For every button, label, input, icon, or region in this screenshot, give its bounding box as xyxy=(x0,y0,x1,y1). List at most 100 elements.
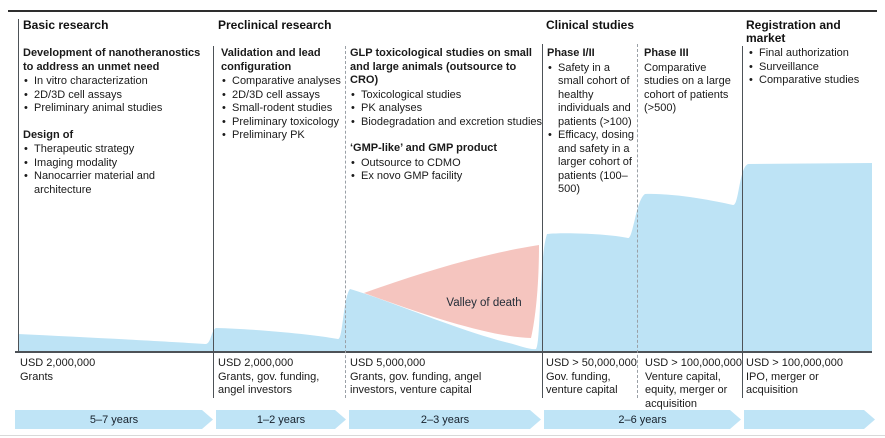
column-glp-gmp: GLP toxicological studies on small and l… xyxy=(350,47,546,197)
timeline-label: 1–2 years xyxy=(256,413,306,426)
section-title: Development of nanotheranostics to addre… xyxy=(23,47,201,73)
list-item: Final authorization xyxy=(748,47,868,61)
section: Phase III Comparative studies on a large… xyxy=(644,47,738,116)
bullet-icon xyxy=(24,75,28,89)
timeline-arrow-validation: 1–2 years xyxy=(216,410,346,429)
timeline-arrow-basic: 5–7 years xyxy=(15,410,213,429)
funding-sources: Grants, gov. funding, angel investors xyxy=(218,370,320,397)
list-item: Biodegradation and excretion studies xyxy=(350,116,546,130)
list-item: Outsource to CDMO xyxy=(350,157,546,171)
timeline-arrow-clinical: 2–6 years xyxy=(544,410,741,429)
list-item: 2D/3D cell assays xyxy=(221,89,345,103)
funding-sources: Gov. funding, venture capital xyxy=(546,370,618,397)
section: ‘GMP-like’ and GMP product Outsource to … xyxy=(350,142,546,184)
bullet-icon xyxy=(24,143,28,157)
funding-sources: Grants, gov. funding, angel investors, v… xyxy=(350,370,482,397)
valley-of-death-area xyxy=(364,245,539,338)
column-phase-3: Phase III Comparative studies on a large… xyxy=(644,47,738,129)
list-item: Comparative analyses xyxy=(221,75,345,89)
funding-amount: USD > 100,000,000 xyxy=(645,357,742,369)
funding-amount: USD 2,000,000 xyxy=(218,357,294,369)
bullet-icon xyxy=(24,157,28,171)
section: Validation and lead configuration Compar… xyxy=(221,47,345,143)
bullet-icon xyxy=(351,102,355,116)
list-item: Small-rodent studies xyxy=(221,102,345,116)
bullet-icon xyxy=(351,116,355,130)
section-title: GLP toxicological studies on small and l… xyxy=(350,47,532,86)
funding-glp-gmp: USD 5,000,000 Grants, gov. funding, ange… xyxy=(350,357,512,398)
left-border-line xyxy=(18,19,19,352)
bullet-icon xyxy=(351,157,355,171)
list-item: Safety in a small cohort of healthy indi… xyxy=(547,62,635,130)
phase-header-registration-market: Registration and market xyxy=(746,18,841,45)
column-validation-lead: Validation and lead configuration Compar… xyxy=(221,47,345,156)
bullet-icon xyxy=(24,102,28,116)
list-item: In vitro characterization xyxy=(23,75,213,89)
list-item: Preliminary PK xyxy=(221,129,345,143)
separator-glp-phase12 xyxy=(542,44,543,398)
timeline-label: 2–6 years xyxy=(618,413,667,426)
separator-phase12-phase3 xyxy=(637,44,638,398)
list-item: Surveillance xyxy=(748,61,868,75)
section-text: Comparative studies on a large cohort of… xyxy=(644,61,731,115)
timeline-arrow-registration xyxy=(744,410,875,429)
phase-header-clinical-studies: Clinical studies xyxy=(546,18,635,32)
bullet-icon xyxy=(548,62,552,76)
funding-amount: USD > 100,000,000 xyxy=(746,357,843,369)
section-title: Validation and lead configuration xyxy=(221,47,321,73)
section-title: Phase I/II xyxy=(547,47,595,59)
separator-basic-preclinical xyxy=(213,46,214,398)
section: GLP toxicological studies on small and l… xyxy=(350,47,546,129)
funding-sources: IPO, merger or acquisition xyxy=(746,370,819,397)
list-item: Preliminary toxicology xyxy=(221,116,345,130)
list-item: Efficacy, dosing and safety in a larger … xyxy=(547,129,635,197)
bullet-icon xyxy=(749,47,753,61)
column-registration: Final authorization Surveillance Compara… xyxy=(748,47,868,101)
timeline-label: 5–7 years xyxy=(89,413,139,426)
funding-validation: USD 2,000,000 Grants, gov. funding, ange… xyxy=(218,357,340,398)
list-item: Ex novo GMP facility xyxy=(350,170,546,184)
section-title: Design of xyxy=(23,128,74,141)
list-item: Toxicological studies xyxy=(350,89,546,103)
list-item: Imaging modality xyxy=(23,157,213,171)
list-item: PK analyses xyxy=(350,102,546,116)
bullet-icon xyxy=(24,170,28,184)
bullet-icon xyxy=(548,129,552,143)
funding-registration: USD > 100,000,000 IPO, merger or acquisi… xyxy=(746,357,843,398)
section: Final authorization Surveillance Compara… xyxy=(748,47,868,88)
funding-basic: USD 2,000,000 Grants xyxy=(20,357,200,384)
funding-phase-3: USD > 100,000,000 Venture capital, equit… xyxy=(645,357,742,411)
section: Phase I/II Safety in a small cohort of h… xyxy=(547,47,635,197)
bottom-rule xyxy=(0,435,885,436)
funding-amount: USD 2,000,000 xyxy=(20,357,96,369)
section: Development of nanotheranostics to addre… xyxy=(23,47,213,116)
timeline-arrow-glp-gmp: 2–3 years xyxy=(349,410,541,429)
column-phase-1-2: Phase I/II Safety in a small cohort of h… xyxy=(547,47,635,210)
top-rule xyxy=(8,10,877,12)
bullet-icon xyxy=(222,89,226,103)
valley-of-death-label: Valley of death xyxy=(446,297,522,309)
bullet-icon xyxy=(222,75,226,89)
separator-phase3-registration xyxy=(742,46,743,398)
bullet-icon xyxy=(222,102,226,116)
funding-sources: Venture capital, equity, merger or acqui… xyxy=(645,370,728,410)
phase-header-preclinical-research: Preclinical research xyxy=(218,18,332,32)
timeline-label: 2–3 years xyxy=(420,413,470,426)
bullet-icon xyxy=(749,61,753,75)
bullet-icon xyxy=(351,89,355,103)
list-item: Comparative studies xyxy=(748,74,868,88)
bullet-icon xyxy=(222,129,226,143)
funding-phase-1-2: USD > 50,000,000 Gov. funding, venture c… xyxy=(546,357,637,398)
bullet-icon xyxy=(222,116,226,130)
list-item: Preliminary animal studies xyxy=(23,102,213,116)
bullet-icon xyxy=(351,170,355,184)
phase-header-basic-research: Basic research xyxy=(23,18,109,32)
separator-validation-glp xyxy=(345,46,346,398)
section-title: Phase III xyxy=(644,47,689,59)
section-title: ‘GMP-like’ and GMP product xyxy=(350,142,498,154)
funding-amount: USD > 50,000,000 xyxy=(546,357,637,369)
funding-sources: Grants xyxy=(20,370,54,383)
bullet-icon xyxy=(24,89,28,103)
funding-amount: USD 5,000,000 xyxy=(350,357,426,369)
